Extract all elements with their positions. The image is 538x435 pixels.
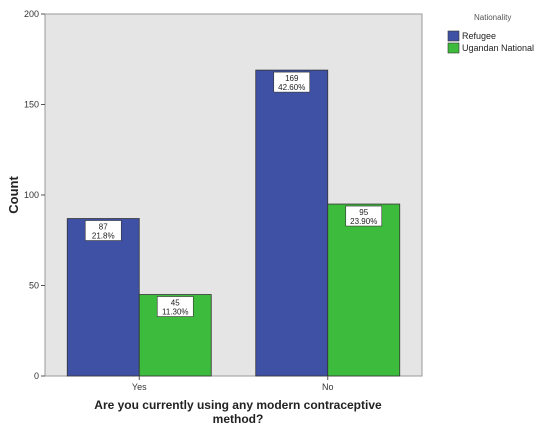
x-axis-title-line-1: Are you currently using any modern contr… [94, 398, 382, 412]
y-tick-label: 150 [24, 100, 39, 110]
y-tick-label: 100 [24, 190, 39, 200]
data-label: 21.8% [92, 232, 115, 241]
x-axis-title-line-2: method? [213, 412, 264, 426]
bar-refugee-yes [66, 218, 140, 377]
legend: Nationality Refugee Ugandan National [447, 13, 534, 54]
data-label-box [345, 205, 383, 227]
x-axis: Yes No [132, 376, 334, 392]
y-axis-title: Count [6, 176, 21, 214]
y-tick-label: 50 [29, 281, 39, 291]
data-label: 11.30% [162, 308, 189, 317]
legend-label: Ugandan National [462, 43, 534, 53]
data-label: 169 [285, 74, 299, 83]
y-axis: 0 50 100 150 200 [24, 9, 45, 381]
y-tick-label: 200 [24, 9, 39, 19]
y-tick-label: 0 [34, 371, 39, 381]
data-label: 42.60% [278, 83, 305, 92]
data-label: 95 [359, 208, 368, 217]
bar-ugandan-national-no [327, 203, 401, 377]
x-tick-label: Yes [132, 382, 147, 392]
data-label: 23.90% [350, 217, 377, 226]
legend-label: Refugee [462, 31, 496, 41]
legend-swatch-ugandan-national [447, 42, 460, 54]
bar-refugee-no [255, 69, 329, 377]
data-label: 45 [171, 299, 180, 308]
data-label: 87 [99, 223, 108, 232]
data-label-box [84, 220, 122, 241]
bars [66, 69, 401, 377]
x-tick-label: No [322, 382, 334, 392]
data-label-box [273, 71, 311, 93]
legend-title: Nationality [474, 13, 511, 22]
data-label-box [156, 296, 194, 317]
legend-swatch-refugee [447, 30, 460, 42]
